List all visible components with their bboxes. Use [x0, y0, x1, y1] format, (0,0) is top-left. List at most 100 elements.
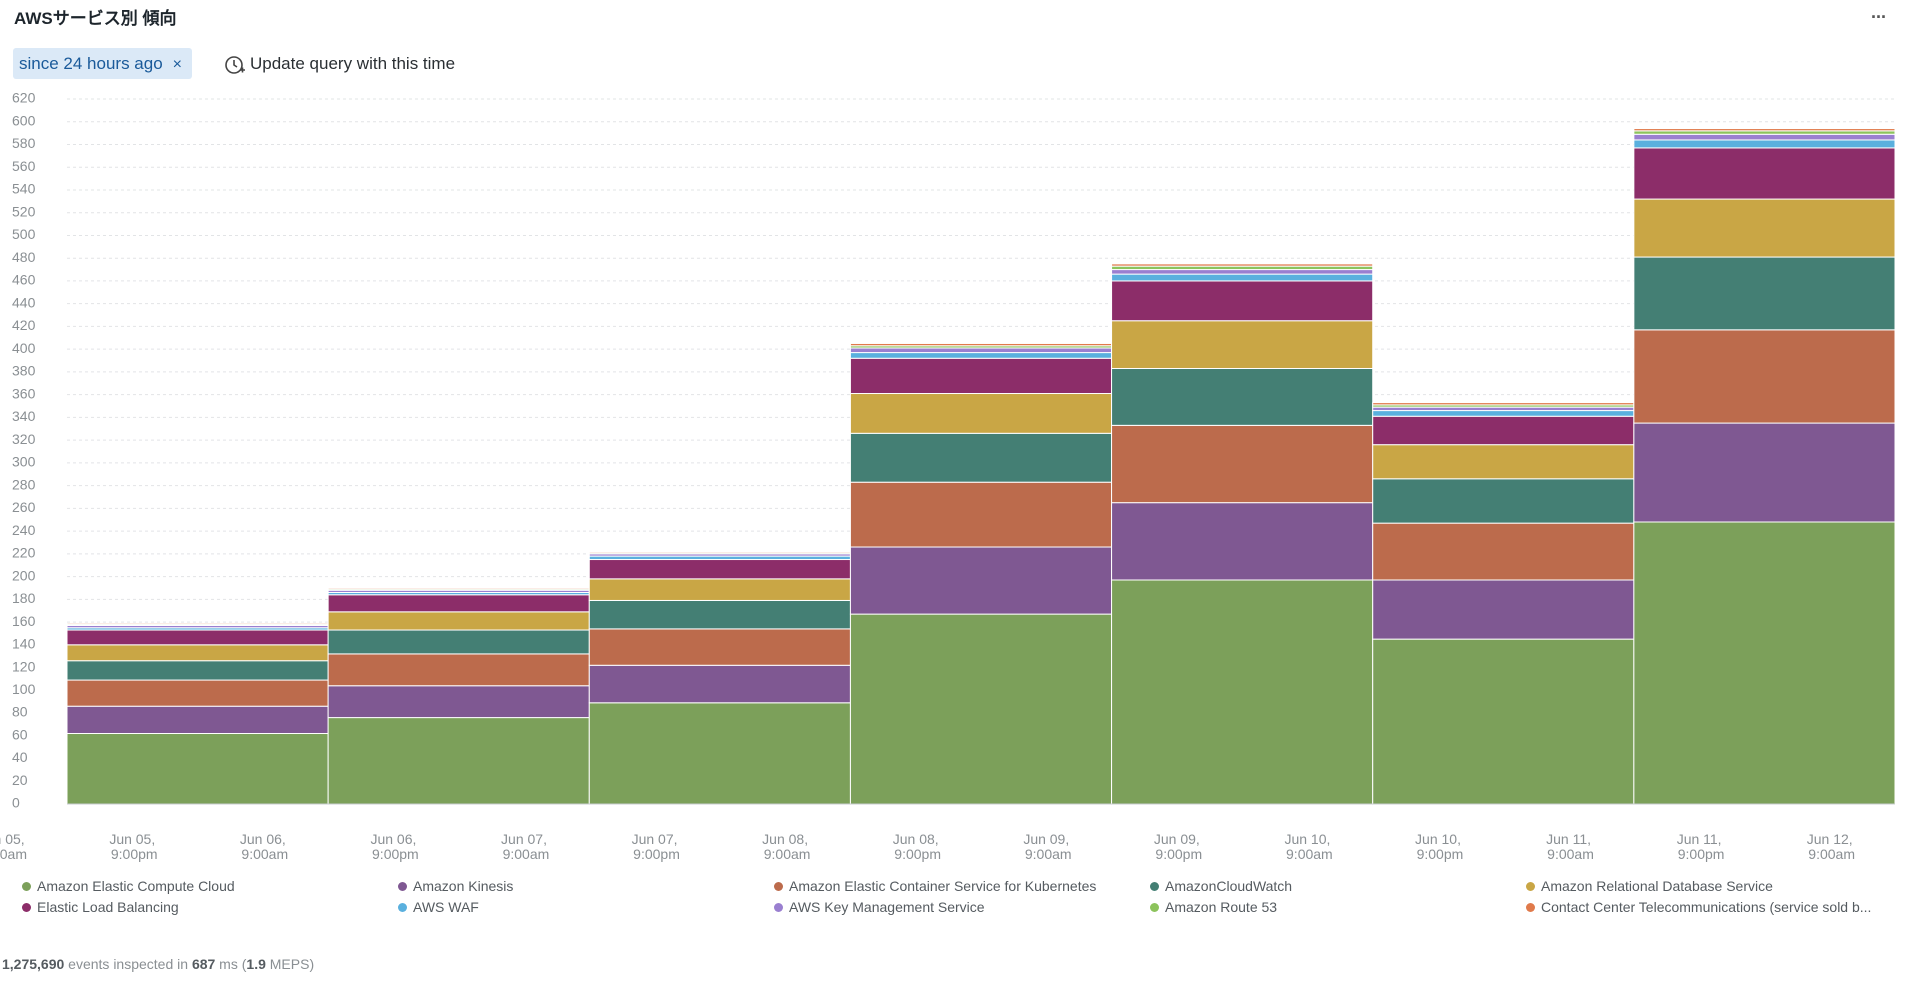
bar-segment	[588, 664, 851, 704]
y-tick-label: 0	[12, 795, 20, 811]
legend-swatch	[1526, 882, 1535, 891]
bar-segment	[1372, 444, 1635, 480]
bar-segment	[849, 357, 1113, 395]
bar-segment	[1372, 478, 1635, 524]
bar-segment	[1633, 329, 1896, 424]
legend-swatch	[398, 903, 407, 912]
bar-segment	[1633, 521, 1896, 805]
bar-segment	[1633, 147, 1896, 200]
bar-segment	[327, 594, 590, 613]
legend-label: AWS WAF	[413, 899, 479, 915]
bar-segment	[588, 628, 851, 666]
bar-segment	[849, 546, 1113, 615]
x-tick-line: Jun 09,	[1154, 831, 1200, 847]
y-tick-label: 160	[12, 613, 36, 629]
y-tick-label: 540	[12, 181, 36, 197]
bar-segment	[1372, 406, 1635, 412]
x-tick-line: 9:00am	[760, 846, 811, 862]
x-tick-line: 9:00am	[1021, 846, 1072, 862]
bar-segment	[66, 679, 329, 707]
y-tick-label: 480	[12, 249, 36, 265]
bar-segment	[1111, 269, 1374, 275]
chip-close[interactable]: ×	[172, 56, 182, 73]
legend-item[interactable]: Contact Center Telecommunications (servi…	[1526, 899, 1871, 915]
legend-swatch	[398, 882, 407, 891]
legend-swatch	[1150, 903, 1159, 912]
bar-segment	[1111, 265, 1374, 271]
bar-segment	[1372, 522, 1635, 581]
bar-segment	[1111, 320, 1374, 369]
update-query-label: Update query with this time	[250, 54, 456, 73]
legend-item[interactable]: Amazon Relational Database Service	[1526, 878, 1773, 894]
legend-item[interactable]: Amazon Elastic Compute Cloud	[22, 878, 235, 894]
x-tick-line: Jun 10,	[1415, 831, 1461, 847]
bar-segment	[588, 702, 851, 805]
bar-segment	[588, 551, 851, 554]
y-tick-label: 180	[12, 590, 36, 606]
legend-swatch	[774, 903, 783, 912]
x-tick-label: Jun 11, 9:00pm	[1674, 831, 1725, 862]
legend-item[interactable]: AWS WAF	[398, 899, 479, 915]
bar-segment	[1111, 502, 1374, 581]
y-tick-label: 620	[12, 90, 36, 106]
x-tick-line: 9:00am	[1804, 846, 1855, 862]
x-tick-label: Jun 08, 9:00pm	[890, 831, 941, 862]
bar-segment	[1633, 139, 1896, 149]
y-tick-label: 260	[12, 499, 36, 515]
bar-segment	[588, 578, 851, 601]
x-tick-label: Jun 07, 9:00pm	[629, 831, 680, 862]
bar-segment	[66, 705, 329, 734]
legend-label: Amazon Kinesis	[413, 878, 514, 894]
y-tick-label: 340	[12, 408, 36, 424]
bar-segment	[1372, 579, 1635, 640]
x-tick-line: 9:00am	[0, 846, 27, 862]
legend-swatch	[22, 903, 31, 912]
legend-item[interactable]: Amazon Kinesis	[398, 878, 513, 894]
bar-segment	[327, 717, 590, 805]
x-tick-label: Jun 06, 9:00pm	[368, 831, 419, 862]
x-tick-line: 9:00am	[499, 846, 550, 862]
legend-item[interactable]: AmazonCloudWatch	[1150, 878, 1292, 894]
legend-item[interactable]: Amazon Route 53	[1150, 899, 1277, 915]
y-tick-label: 300	[12, 454, 36, 470]
chart: 0 20 40 60 80 100 120 140 160 180 200 220 240 260 280 3…	[0, 90, 1896, 862]
time-chip-label: since 24 hours ago	[19, 54, 163, 73]
menu-button[interactable]: ...	[1870, 2, 1886, 22]
meps: 1.9	[246, 956, 266, 972]
legend-item[interactable]: Amazon Elastic Container Service for Kub…	[774, 878, 1096, 894]
legend-item[interactable]: AWS Key Management Service	[774, 899, 985, 915]
widget-title: AWSサービス別 傾向	[14, 9, 177, 28]
y-tick-label: 240	[12, 522, 36, 538]
x-tick-line: Jun 07,	[632, 831, 678, 847]
legend-label: Amazon Relational Database Service	[1541, 878, 1773, 894]
y-tick-label: 460	[12, 272, 36, 288]
legend-label: Amazon Elastic Container Service for Kub…	[789, 878, 1097, 894]
bar-segment	[1372, 638, 1635, 805]
bar-segment	[66, 629, 329, 646]
time-chip[interactable]: since 24 hours ago ×	[13, 48, 192, 79]
bar-segment	[1111, 424, 1374, 504]
update-query-button[interactable]: Update query with this time	[224, 48, 455, 79]
bar-segment	[66, 622, 329, 625]
legend-label: Elastic Load Balancing	[37, 899, 179, 915]
y-tick-label: 200	[12, 567, 36, 583]
x-tick-label: Jun 10, 9:00pm	[1413, 831, 1464, 862]
bar-segment	[1633, 198, 1896, 258]
legend-label: AWS Key Management Service	[789, 899, 985, 915]
legend-label: Amazon Elastic Compute Cloud	[37, 878, 235, 894]
legend-item[interactable]: Elastic Load Balancing	[22, 899, 179, 915]
bar-segment	[66, 733, 329, 805]
bar-segment	[1633, 133, 1896, 141]
x-tick-label: Jun 10, 9:00am	[1282, 831, 1333, 862]
bar-segment	[849, 432, 1113, 483]
x-tick-label: Jun 05, 9:00am	[0, 831, 27, 862]
bar-segment	[849, 347, 1113, 354]
x-tick-line: 9:00am	[1543, 846, 1594, 862]
legend-label: Contact Center Telecommunications (servi…	[1541, 899, 1872, 915]
legend: Amazon Elastic Compute Cloud Amazon Kines…	[0, 878, 1908, 922]
bar-segment	[1633, 422, 1896, 523]
bar-segment	[849, 481, 1113, 548]
legend-swatch	[1526, 903, 1535, 912]
y-tick-label: 420	[12, 317, 36, 333]
x-tick-line: Jun 06,	[370, 831, 416, 847]
